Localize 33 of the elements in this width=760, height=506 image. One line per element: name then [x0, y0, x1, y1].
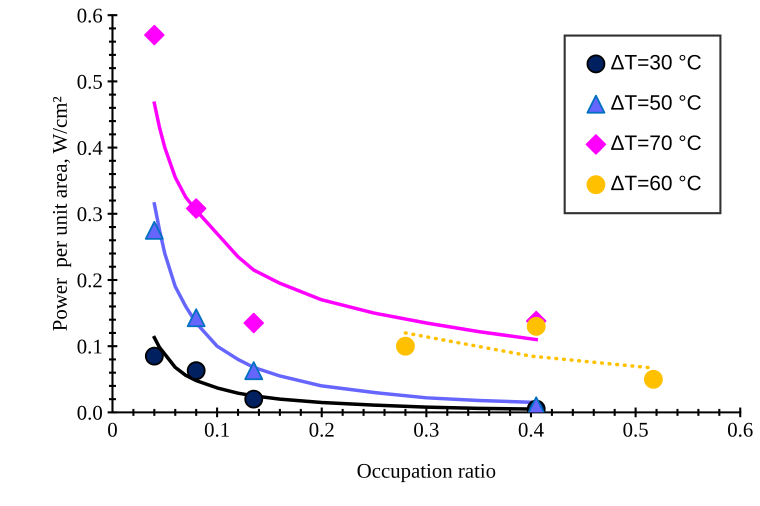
- point: [244, 312, 264, 334]
- y-tick-label: 0.6: [78, 8, 102, 23]
- y-tick-label: 0.5: [78, 74, 102, 89]
- y-tick-label: 0.3: [78, 207, 102, 222]
- point: [396, 336, 415, 356]
- legend-label: ΔT=70 °C: [611, 135, 701, 150]
- legend-label: ΔT=60 °C: [611, 176, 701, 190]
- point: [186, 361, 206, 380]
- x-tick-label: 0.3: [414, 422, 439, 437]
- y-axis-title: Power per unit area, W/cm²: [52, 96, 72, 331]
- x-tick-label: 0.5: [623, 422, 648, 437]
- line-series: [152, 101, 538, 342]
- y-tick-label: 0.4: [78, 140, 102, 156]
- x-tick-label: 0.2: [310, 422, 334, 437]
- legend-label: ΔT=50 °C: [611, 95, 701, 110]
- x-tick-label: 0.1: [204, 422, 229, 437]
- x-tick-label: 0: [108, 422, 117, 437]
- x-tick-label: 0.6: [728, 422, 753, 437]
- point: [526, 316, 546, 336]
- y-tick-label: 0.1: [78, 340, 102, 354]
- point: [244, 390, 264, 409]
- y-tick-label: 0.0: [78, 406, 102, 420]
- point: [144, 24, 165, 46]
- x-tick-label: 0.4: [518, 422, 544, 437]
- point: [144, 220, 164, 240]
- point: [144, 346, 164, 366]
- x-axis-title: Occupation ratio: [358, 464, 496, 482]
- point: [186, 198, 206, 219]
- legend-label: ΔT=30 °C: [611, 54, 701, 70]
- point: [244, 361, 264, 380]
- y-tick-label: 0.2: [78, 273, 102, 288]
- point: [186, 308, 206, 328]
- point: [644, 370, 663, 389]
